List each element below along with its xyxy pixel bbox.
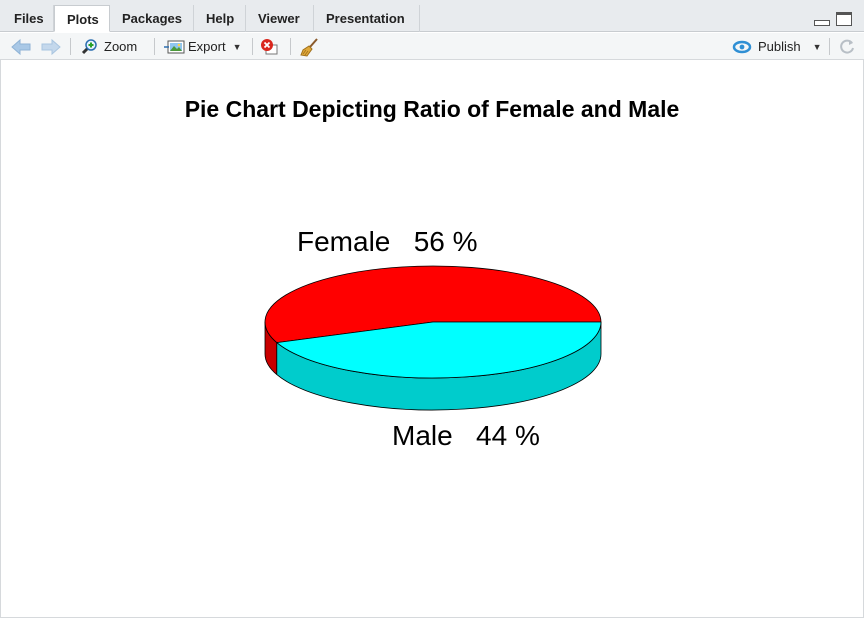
broom-icon [300, 37, 318, 57]
toolbar-divider [70, 38, 71, 55]
toolbar-divider [290, 38, 291, 55]
publish-icon [732, 40, 752, 53]
refresh-icon [840, 39, 854, 54]
pane-tab-bar: Files Plots Packages Help Viewer Present… [0, 0, 864, 32]
refresh-button[interactable] [838, 33, 862, 60]
plots-toolbar: Zoom Export ▼ [0, 33, 864, 60]
image-export-icon [164, 40, 185, 53]
remove-plot-button[interactable] [260, 33, 284, 60]
magnifier-icon [81, 38, 97, 54]
pie-slice-female [264, 265, 602, 344]
publish-button[interactable]: Publish ▼ [732, 33, 822, 60]
tab-plots[interactable]: Plots [54, 5, 110, 32]
toolbar-divider [252, 38, 253, 55]
tab-files[interactable]: Files [2, 5, 54, 32]
publish-label: Publish [758, 39, 801, 54]
arrow-left-icon [11, 38, 31, 55]
pie-label-male: Male 44 % [392, 420, 540, 451]
pie-slice-male [276, 321, 602, 379]
arrow-right-icon [41, 38, 61, 55]
zoom-button[interactable]: Zoom [80, 33, 137, 60]
toolbar-divider [829, 38, 830, 55]
chevron-down-icon: ▼ [232, 41, 242, 52]
toolbar-divider [154, 38, 155, 55]
export-label: Export [188, 39, 226, 54]
remove-plot-icon [261, 38, 278, 54]
forward-button[interactable] [40, 33, 62, 60]
zoom-label: Zoom [104, 39, 138, 54]
export-button[interactable]: Export ▼ [163, 33, 242, 60]
clear-plots-button[interactable] [300, 33, 326, 60]
back-button[interactable] [10, 33, 32, 60]
tab-viewer[interactable]: Viewer [246, 5, 314, 32]
maximize-pane-icon[interactable] [836, 12, 852, 26]
tab-packages[interactable]: Packages [110, 5, 194, 32]
chevron-down-icon[interactable]: ▼ [812, 41, 822, 52]
tab-help[interactable]: Help [194, 5, 246, 32]
chart-title: Pie Chart Depicting Ratio of Female and … [184, 96, 680, 122]
tab-presentation[interactable]: Presentation [314, 5, 420, 32]
minimize-pane-icon[interactable] [813, 12, 830, 26]
pie-label-female: Female 56 % [297, 226, 478, 257]
